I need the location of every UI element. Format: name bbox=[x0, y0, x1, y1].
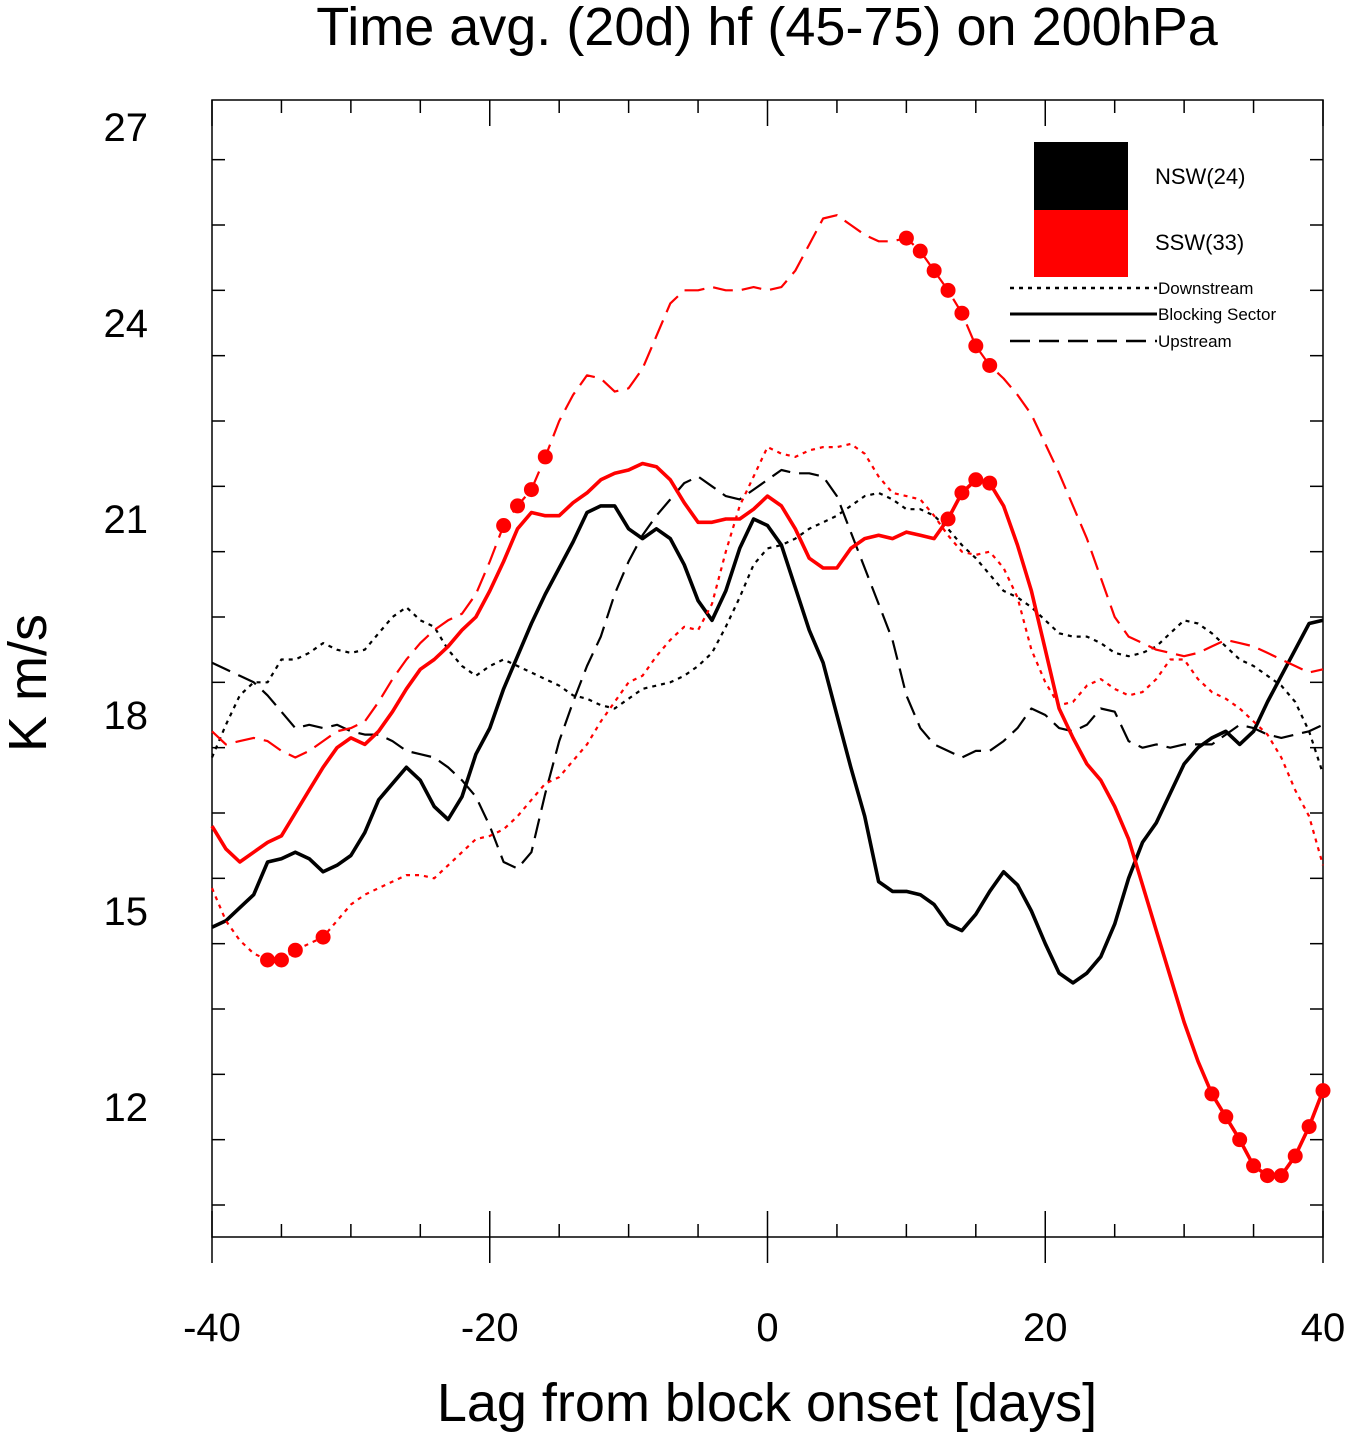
series-line-nsw-24-blocking-sector bbox=[211, 504, 1324, 985]
x-axis: -40 -20 0 20 40 bbox=[183, 100, 1345, 1350]
significance-marker bbox=[1204, 1086, 1220, 1102]
significance-marker bbox=[496, 518, 512, 534]
y-tick-label: 18 bbox=[104, 694, 149, 738]
significance-marker bbox=[912, 243, 928, 259]
significance-marker bbox=[982, 475, 998, 491]
legend-label-nsw: NSW(24) bbox=[1155, 164, 1245, 189]
marker-layer bbox=[260, 230, 1331, 1184]
significance-marker bbox=[1218, 1109, 1234, 1125]
significance-marker bbox=[968, 338, 984, 354]
x-tick-label: -20 bbox=[461, 1306, 519, 1350]
series-line-ssw-33-downstream bbox=[210, 442, 1325, 962]
series-line-nsw-24-upstream bbox=[211, 468, 1324, 870]
y-tick-label: 27 bbox=[104, 106, 149, 150]
plot-frame bbox=[211, 99, 1324, 1238]
x-tick-label: 20 bbox=[1023, 1306, 1068, 1350]
significance-marker bbox=[954, 305, 970, 321]
significance-marker bbox=[523, 482, 539, 498]
significance-marker bbox=[1301, 1119, 1317, 1135]
y-axis: 12 15 18 21 24 27 bbox=[104, 106, 1323, 1206]
legend: NSW(24) SSW(33) Downstream Blocking Sect… bbox=[1010, 142, 1276, 351]
plot-border bbox=[211, 99, 1324, 1238]
significance-marker bbox=[273, 952, 289, 968]
y-tick-label: 24 bbox=[104, 302, 149, 346]
significance-marker bbox=[898, 230, 914, 246]
x-tick-label: 0 bbox=[756, 1306, 778, 1350]
legend-swatch-ssw bbox=[1034, 210, 1128, 277]
legend-label-upstream: Upstream bbox=[1158, 332, 1232, 351]
significance-marker bbox=[968, 472, 984, 488]
series-line-ssw-33-blocking-sector bbox=[210, 461, 1325, 1178]
y-tick-label: 15 bbox=[104, 890, 149, 934]
chart-title: Time avg. (20d) hf (45-75) on 200hPa bbox=[316, 0, 1218, 57]
legend-swatch-nsw bbox=[1034, 142, 1128, 210]
significance-marker bbox=[537, 449, 553, 465]
series-line-ssw-33-upstream bbox=[211, 214, 1324, 759]
significance-marker bbox=[926, 263, 942, 279]
significance-marker bbox=[315, 929, 331, 945]
x-tick-label: -40 bbox=[183, 1306, 241, 1350]
y-axis-label: K m/s bbox=[0, 614, 58, 752]
x-axis-label: Lag from block onset [days] bbox=[437, 1373, 1097, 1433]
legend-label-ssw: SSW(33) bbox=[1155, 230, 1244, 255]
significance-marker bbox=[940, 511, 956, 527]
legend-label-downstream: Downstream bbox=[1158, 279, 1253, 298]
significance-marker bbox=[1246, 1158, 1262, 1174]
y-tick-label: 21 bbox=[104, 498, 149, 542]
significance-marker bbox=[287, 942, 303, 958]
significance-marker bbox=[954, 485, 970, 501]
significance-marker bbox=[260, 952, 276, 968]
significance-marker bbox=[1315, 1083, 1331, 1099]
significance-marker bbox=[982, 357, 998, 373]
significance-marker bbox=[510, 498, 526, 514]
series-line-nsw-24-downstream bbox=[210, 491, 1325, 775]
significance-marker bbox=[940, 282, 956, 298]
x-tick-label: 40 bbox=[1301, 1306, 1346, 1350]
significance-marker bbox=[1259, 1168, 1275, 1184]
legend-label-blocking: Blocking Sector bbox=[1158, 305, 1276, 324]
y-tick-label: 12 bbox=[104, 1086, 149, 1130]
significance-marker bbox=[1287, 1148, 1303, 1164]
significance-marker bbox=[1273, 1168, 1289, 1184]
significance-marker bbox=[1232, 1132, 1248, 1148]
series-layer bbox=[210, 214, 1325, 1178]
